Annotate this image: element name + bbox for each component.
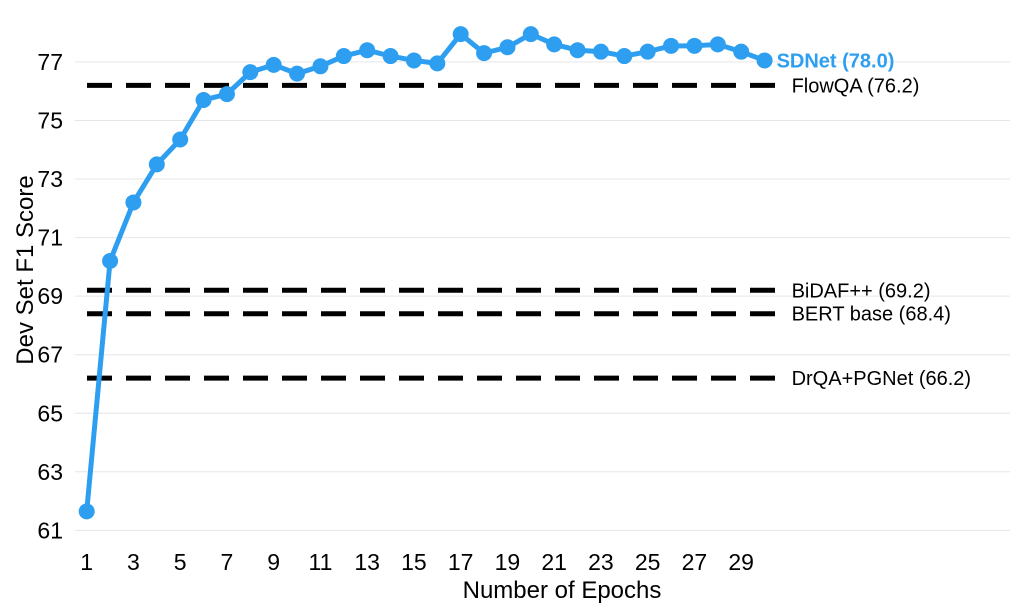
x-tick-label: 17 xyxy=(448,549,474,575)
data-point xyxy=(476,45,493,62)
data-point xyxy=(335,48,352,65)
data-point xyxy=(242,64,259,81)
x-tick-label: 19 xyxy=(495,549,521,575)
data-point xyxy=(405,52,422,69)
y-tick-labels: 61 63 65 67 69 71 73 75 77 xyxy=(37,49,63,543)
data-point xyxy=(639,43,656,60)
data-point xyxy=(733,43,750,60)
data-point xyxy=(569,42,586,59)
x-tick-label: 11 xyxy=(308,549,332,575)
data-point xyxy=(218,86,235,103)
y-tick-label: 61 xyxy=(37,517,63,543)
y-tick-label: 67 xyxy=(37,342,63,368)
x-tick-label: 15 xyxy=(401,549,427,575)
x-tick-label: 5 xyxy=(174,549,187,575)
data-point xyxy=(289,65,306,82)
baseline-label: DrQA+PGNet (66.2) xyxy=(792,368,972,390)
data-point xyxy=(429,55,446,72)
data-point xyxy=(756,52,773,69)
data-point xyxy=(709,36,726,53)
data-point xyxy=(125,194,142,211)
y-tick-label: 77 xyxy=(37,49,63,75)
data-point xyxy=(592,43,609,60)
data-point xyxy=(265,56,282,73)
x-tick-label: 7 xyxy=(221,549,234,575)
series-label: SDNet (78.0) xyxy=(777,50,895,72)
line-labels: FlowQA (76.2) BiDAF++ (69.2)BERT base (68… xyxy=(777,50,972,390)
x-tick-label: 9 xyxy=(267,549,280,575)
baseline-label: BERT base (68.4) xyxy=(792,304,951,326)
data-point xyxy=(312,58,329,75)
y-tick-label: 65 xyxy=(37,400,63,426)
data-point xyxy=(172,131,189,148)
data-point xyxy=(102,253,119,270)
series-layer xyxy=(78,26,773,520)
gridlines xyxy=(75,61,1010,531)
baseline-lines xyxy=(87,82,780,381)
x-tick-label: 25 xyxy=(635,549,661,575)
x-tick-label: 27 xyxy=(682,549,708,575)
y-tick-label: 71 xyxy=(37,225,63,251)
x-tick-label: 23 xyxy=(588,549,614,575)
data-point xyxy=(499,39,516,56)
y-tick-label: 63 xyxy=(37,459,63,485)
data-point xyxy=(522,26,539,43)
data-point xyxy=(686,37,703,54)
data-point xyxy=(663,37,680,54)
x-tick-label: 3 xyxy=(127,549,140,575)
y-tick-label: 73 xyxy=(37,166,63,192)
data-point xyxy=(616,48,633,65)
data-point xyxy=(546,36,563,53)
x-tick-label: 1 xyxy=(80,549,93,575)
y-tick-label: 69 xyxy=(37,283,63,309)
y-axis-title: Dev Set F1 Score xyxy=(12,175,39,364)
y-tick-label: 75 xyxy=(37,107,63,133)
x-tick-label: 29 xyxy=(728,549,754,575)
data-point xyxy=(195,91,212,108)
x-axis-title: Number of Epochs xyxy=(463,577,662,604)
x-tick-label: 13 xyxy=(354,549,380,575)
x-tick-labels: 1 3 5 7 9 11 13 15 17 19 21 23 25 27 29 xyxy=(80,549,754,575)
baseline-label: FlowQA (76.2) xyxy=(792,75,920,97)
data-point xyxy=(148,156,165,173)
data-point xyxy=(452,26,469,43)
data-point xyxy=(382,48,399,65)
baseline-label: BiDAF++ (69.2) xyxy=(792,280,931,302)
data-point xyxy=(78,503,95,520)
data-point xyxy=(359,42,376,59)
series-line xyxy=(84,31,766,512)
x-tick-label: 21 xyxy=(541,549,567,575)
